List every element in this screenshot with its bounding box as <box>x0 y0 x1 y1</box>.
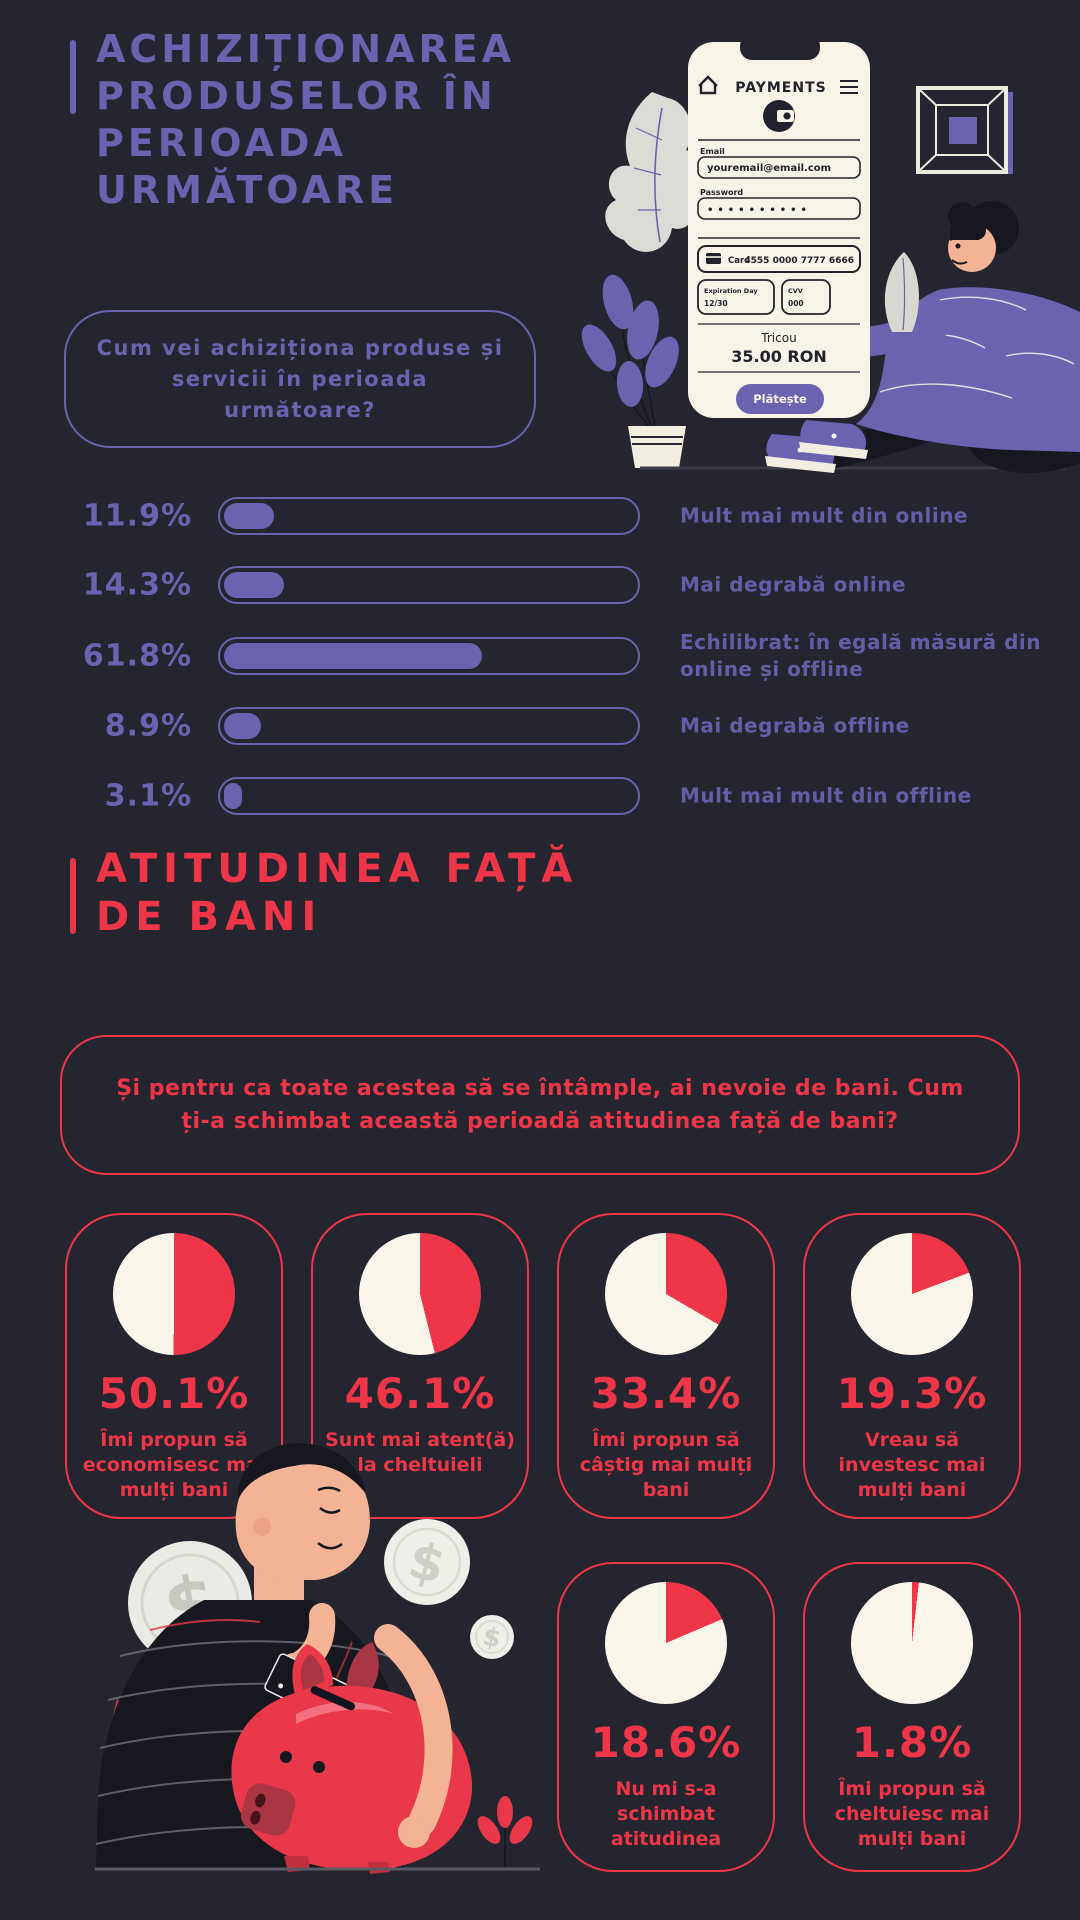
pay-button <box>736 384 824 414</box>
pie-chart <box>851 1582 973 1704</box>
bar-value-label: 61.8% <box>82 638 192 674</box>
expiration-label: Expiration Day <box>704 287 758 295</box>
bar-category-label: Mai degrabă online <box>680 572 907 597</box>
phone-payment-illustration: PAYMENTS Email youremail@email.com Passw… <box>581 34 1080 473</box>
stat-value: 1.8% <box>851 1718 973 1767</box>
bar-value-label: 11.9% <box>82 498 192 534</box>
section2-accent-bar <box>70 858 76 934</box>
phone-mockup: PAYMENTS Email youremail@email.com Passw… <box>688 34 870 418</box>
bar-fill <box>224 783 242 809</box>
home-icon <box>698 75 718 95</box>
wrapping-arm <box>374 1624 453 1848</box>
card-label: Card <box>728 256 750 266</box>
phone-notch <box>740 34 820 60</box>
stat-card: 33.4% Îmi propun să câștig mai mulți ban… <box>557 1213 775 1519</box>
pie-chart <box>359 1233 481 1355</box>
dollar-coin: $ <box>384 1519 470 1605</box>
camera-logo <box>763 100 795 132</box>
bar-value-label: 8.9% <box>104 708 192 744</box>
stat-card: 19.3% Vreau să investesc mai mulți bani <box>803 1213 1021 1519</box>
stat-card: 1.8% Îmi propun să cheltuiesc mai mulți … <box>803 1562 1021 1872</box>
bar-fill <box>224 713 262 739</box>
stat-value: 18.6% <box>590 1718 742 1767</box>
email-label: Email <box>700 147 725 156</box>
page-title: ACHIZIȚIONAREA PRODUSELOR ÎN PERIOADA UR… <box>96 27 516 212</box>
email-value: youremail@email.com <box>707 163 831 174</box>
email-field <box>697 156 861 179</box>
plant-right <box>477 1796 533 1868</box>
bar-row: 3.1% Mult mai mult din offline <box>0 777 1080 815</box>
bar-track <box>218 566 640 604</box>
pie-chart <box>605 1233 727 1355</box>
stat-card: 50.1% Îmi propun să economisesc mai mulț… <box>65 1213 283 1519</box>
plant-illustration <box>581 274 686 468</box>
sitting-person-illustration <box>765 201 1080 473</box>
product-name: Tricou <box>760 331 796 345</box>
question-box-purchase: Cum vei achiziționa produse și servicii … <box>64 310 536 448</box>
bar-row: 61.8% Echilibrat: în egală măsură din on… <box>0 630 1080 681</box>
coin-slot <box>310 1686 356 1711</box>
pie-chart <box>605 1582 727 1704</box>
bar-value-label: 3.1% <box>104 778 192 814</box>
password-label: Password <box>700 188 743 197</box>
cvv-value: 000 <box>788 299 804 308</box>
stat-value: 19.3% <box>836 1369 988 1418</box>
stat-value: 33.4% <box>590 1369 742 1418</box>
bar-track <box>218 707 640 745</box>
bar-track <box>218 497 640 535</box>
phone-header-title: PAYMENTS <box>735 80 826 96</box>
wall-art-frame <box>916 86 1013 174</box>
bar-track <box>218 637 640 675</box>
password-field <box>697 197 861 220</box>
bar-value-label: 14.3% <box>82 567 192 603</box>
section2-title: ATITUDINEA FAȚĂ DE BANI <box>96 846 579 940</box>
stat-card: 46.1% Sunt mai atent(ă) la cheltuieli <box>311 1213 529 1519</box>
expiration-value: 12/30 <box>704 299 728 308</box>
cvv-label: CVV <box>788 287 803 295</box>
password-value: •••••••••• <box>707 205 811 216</box>
bar-row: 8.9% Mai degrabă offline <box>0 707 1080 745</box>
bar-row: 14.3% Mai degrabă online <box>0 566 1080 604</box>
stat-label: Vreau să investesc mai mulți bani <box>838 1429 986 1501</box>
cvv-field <box>781 279 831 315</box>
svg-text:$: $ <box>480 1621 503 1653</box>
card-number: 4555 0000 7777 6666 <box>744 256 854 266</box>
bar-fill <box>224 572 284 598</box>
stat-value: 46.1% <box>344 1369 496 1418</box>
bar-category-label: Mult mai mult din offline <box>680 783 972 808</box>
stat-label: Îmi propun să cheltuiesc mai mulți bani <box>834 1778 990 1850</box>
menu-icon <box>840 80 858 94</box>
stat-label: Nu mi s-a schimbat atitudinea <box>610 1778 722 1850</box>
stat-label: Îmi propun să economisesc mai mulți bani <box>82 1429 266 1501</box>
plant-pot <box>628 426 686 468</box>
bar-category-label: Mai degrabă offline <box>680 713 910 738</box>
dollar-coin: $ <box>470 1615 514 1659</box>
stat-value: 50.1% <box>98 1369 250 1418</box>
pie-chart <box>851 1233 973 1355</box>
bar-row: 11.9% Mult mai mult din online <box>0 497 1080 535</box>
stat-label: Sunt mai atent(ă) la cheltuieli <box>325 1429 515 1476</box>
bar-category-label: Mult mai mult din online <box>680 503 968 528</box>
frame-square <box>949 117 977 144</box>
pie-chart <box>113 1233 235 1355</box>
piggy-bank-illustration: $ $ $ <box>95 1443 540 1874</box>
question-box-money: Și pentru ca toate acestea să se întâmpl… <box>60 1035 1020 1175</box>
card-field <box>697 245 861 273</box>
expiration-field <box>697 279 775 315</box>
question-text: Cum vei achiziționa produse și servicii … <box>96 335 504 422</box>
title-accent-bar <box>70 40 76 114</box>
stat-card: 18.6% Nu mi s-a schimbat atitudinea <box>557 1562 775 1872</box>
product-price: 35.00 RON <box>731 347 827 366</box>
card-icon <box>706 253 721 264</box>
stat-label: Îmi propun să câștig mai mulți bani <box>579 1429 753 1501</box>
pay-button-label: Plătește <box>753 392 807 406</box>
bar-fill <box>224 503 274 529</box>
bar-fill <box>224 643 483 669</box>
bar-category-label: Echilibrat: în egală măsură din online ș… <box>680 630 1041 681</box>
leaf-illustration <box>605 92 701 252</box>
question-text: Și pentru ca toate acestea să se întâmpl… <box>116 1076 964 1134</box>
bar-track <box>218 777 640 815</box>
